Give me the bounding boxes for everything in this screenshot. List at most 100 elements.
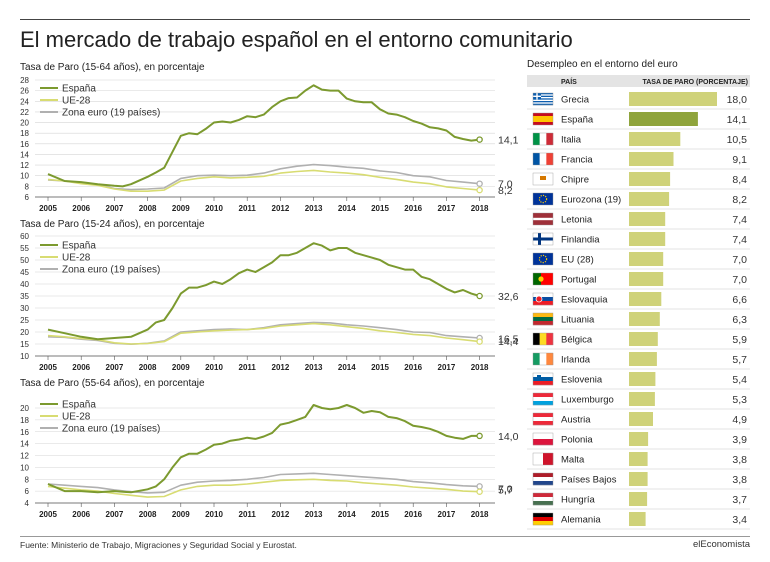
flag-part [533,333,540,345]
line-chart-panel-1: Tasa de Paro (15-64 años), en porcentaje… [20,62,519,213]
flag-part [533,373,553,378]
x-tick-label: 2007 [106,363,124,372]
flag-border [532,492,554,506]
flag-part [533,95,541,97]
end-value-label: 14,0 [498,431,519,443]
x-tick-label: 2015 [371,204,389,213]
x-tick-label: 2005 [39,363,57,372]
table-row: Austria 4,9 [527,412,750,430]
flag-part [538,276,544,282]
bar [629,432,649,446]
chart-title: Tasa de Paro (55-64 años), en porcentaje [20,378,205,389]
series-line-1 [47,242,480,341]
flag-part [539,133,547,145]
flag-part [533,99,553,102]
series-end-point [476,136,483,143]
flag-part [533,297,553,302]
table-row: Eurozona (19) 8,2 [527,192,750,210]
slovakia-flag-icon [532,292,554,306]
eu-flag-icon [532,192,554,206]
y-tick-label: 10 [20,352,29,361]
value-label: 9,1 [732,154,747,166]
flag-part [546,353,554,365]
flag-part [533,417,553,422]
country-name: Finlandia [561,235,600,246]
country-name: Alemania [561,515,601,526]
flag-part [533,421,553,426]
table-row: Grecia 18,0 [527,92,750,110]
series-line-2 [47,322,480,345]
y-tick-label: 14 [20,150,29,159]
flag-part [533,393,553,398]
legend-label: UE-28 [62,412,91,423]
value-label: 5,7 [732,354,747,366]
x-tick-label: 2012 [272,363,290,372]
country-name: Letonia [561,215,593,226]
country-name: Grecia [561,95,590,106]
flag-border [532,192,554,206]
flag-part [546,153,554,165]
greece-flag-icon [532,92,554,106]
x-tick-label: 2013 [305,510,323,519]
flag-border [532,452,554,466]
end-value-label: 16,5 [498,334,519,346]
country-name: Eslovenia [561,375,603,386]
flag-part [533,321,553,326]
y-tick-label: 16 [20,428,29,437]
y-tick-label: 45 [20,268,29,277]
y-tick-label: 24 [20,97,29,106]
series-end-point [476,338,483,345]
flag-part [533,497,553,502]
table-row: Luxemburgo 5,3 [527,392,750,410]
x-tick-label: 2009 [172,363,190,372]
x-tick-label: 2008 [139,363,157,372]
y-tick-label: 4 [25,499,30,508]
cyprus-flag-icon [532,172,554,186]
hungary-flag-icon [532,492,554,506]
bar [629,452,648,466]
bar [629,472,648,486]
y-tick-label: 8 [25,182,30,191]
value-label: 3,8 [732,474,747,486]
end-value-label: 7,0 [498,484,513,496]
flag-part [539,353,547,365]
flag-border [532,152,554,166]
flag-part [533,453,544,465]
country-name: Países Bajos [561,475,617,486]
bar [629,412,653,426]
series-end-point [476,186,483,194]
eu-flag-icon [532,252,554,266]
flag-part [546,133,554,145]
bar [629,92,717,106]
x-tick-label: 2005 [39,510,57,519]
flag-part [537,375,541,380]
x-tick-label: 2013 [305,204,323,213]
table-row: Italia 10,5 [527,132,750,150]
y-tick-label: 55 [20,244,29,253]
value-label: 6,6 [732,294,747,306]
x-tick-label: 2017 [438,204,456,213]
netherlands-flag-icon [532,472,554,486]
bar [629,172,671,186]
flag-border [532,172,554,186]
x-tick-label: 2008 [139,510,157,519]
x-tick-label: 2011 [239,510,257,519]
x-tick-label: 2006 [72,363,90,372]
x-tick-label: 2009 [172,204,190,213]
chart-title: Tasa de Paro (15-24 años), en porcentaje [20,219,205,230]
table-row: Eslovenia 5,4 [527,372,750,390]
flag-part [533,473,553,478]
country-name: Italia [561,135,582,146]
line-chart-panel-2: Tasa de Paro (15-24 años), en porcentaje… [20,219,519,372]
x-tick-label: 2008 [139,204,157,213]
series-end-point [476,292,483,300]
legend-label: España [62,241,96,252]
end-value-label: 8,2 [498,185,513,197]
x-tick-label: 2018 [471,363,489,372]
end-value-label: 32,6 [498,291,519,303]
bar [629,252,664,266]
x-tick-label: 2013 [305,363,323,372]
flag-part [538,194,548,204]
y-tick-label: 60 [20,232,29,241]
x-tick-label: 2016 [404,510,422,519]
